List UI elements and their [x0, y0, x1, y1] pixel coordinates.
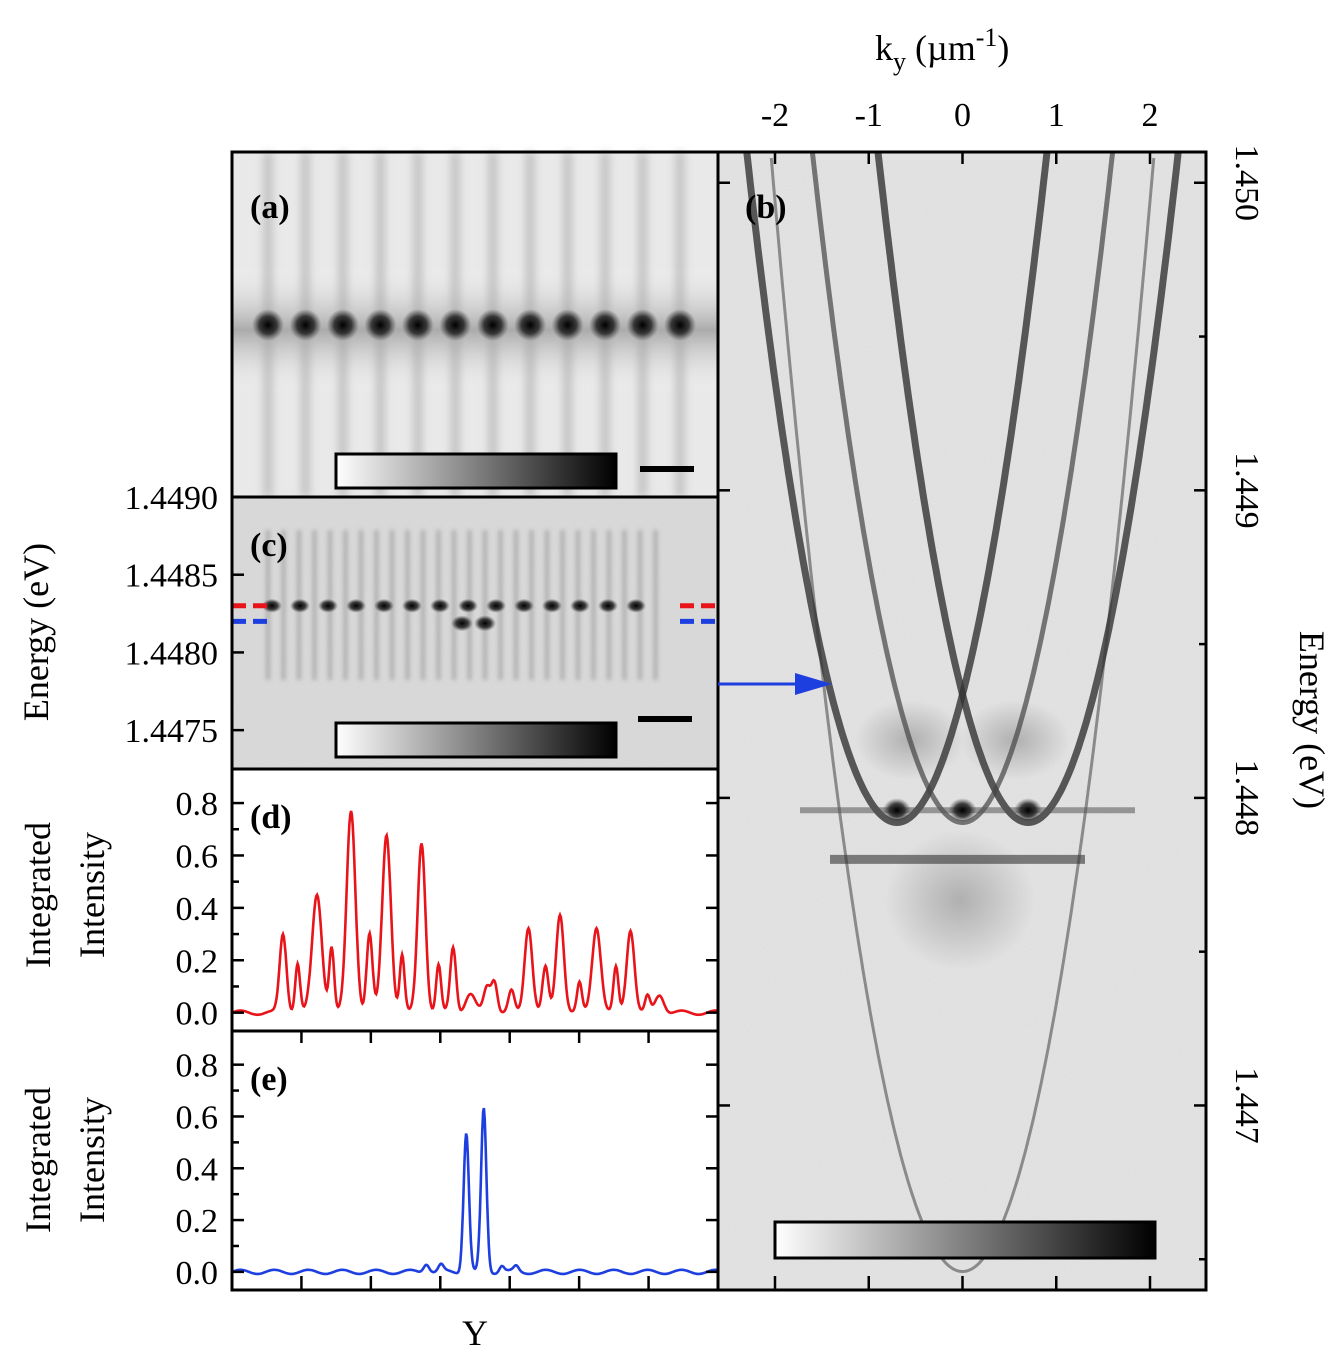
- panel-c-spot: [346, 598, 366, 613]
- panel-e: (e): [231, 1031, 719, 1290]
- dispersion-replica-center: [810, 152, 1115, 826]
- panel-c-spot: [402, 598, 422, 613]
- panel-a-spots: [252, 309, 696, 341]
- b-xtick-label: 2: [1142, 97, 1159, 134]
- d-ytick-label: 0.4: [176, 891, 219, 928]
- panel-a-spot: [439, 309, 472, 341]
- panel-c-spots: [262, 598, 646, 632]
- panel-a-spot: [364, 309, 397, 341]
- b-ytick-label: 1.449: [1228, 452, 1265, 529]
- d-ylabel-line2: Intensity: [72, 832, 112, 958]
- panel-b-condensate-spots: [882, 798, 1043, 823]
- panel-c-spot: [474, 615, 496, 632]
- panel-a-spot: [289, 309, 322, 341]
- d-ytick-label: 0.8: [176, 786, 219, 823]
- b-xlabel: ky (µm-1): [875, 23, 1009, 76]
- panel-label-c: (c): [250, 527, 288, 564]
- panel-c-spot: [430, 598, 450, 613]
- c-ytick-label: 1.4475: [125, 713, 219, 750]
- e-ytick-label: 0.8: [176, 1048, 219, 1085]
- panel-c-colorbar: [334, 721, 618, 759]
- b-ytick-label: 1.448: [1228, 760, 1265, 837]
- d-ytick-label: 0.2: [176, 943, 219, 980]
- e-xlabel: Y: [462, 1313, 488, 1353]
- e-ytick-label: 0.0: [176, 1255, 219, 1292]
- panel-b: (b): [718, 152, 1206, 1290]
- condensate-spot: [948, 798, 977, 823]
- b-top-xlabel: ky (µm-1): [875, 23, 1009, 76]
- panel-c-scalebar: [638, 716, 692, 722]
- panel-b-noise: [718, 152, 1206, 1290]
- panel-a-spot: [626, 309, 659, 341]
- panel-b-colorbar: [773, 1220, 1157, 1260]
- b-ylabel: Energy (eV): [1292, 631, 1332, 809]
- panel-e-background: [232, 1031, 718, 1290]
- panel-c-cut-markers: [232, 603, 718, 624]
- d-ytick-label: 0.6: [176, 838, 219, 875]
- b-xtick-label: -1: [855, 97, 883, 134]
- panel-a-spot: [401, 309, 434, 341]
- panel-label-e: (e): [250, 1061, 288, 1098]
- panel-a-spot: [589, 309, 622, 341]
- e-ytick-label: 0.4: [176, 1151, 219, 1188]
- panel-c-spot: [458, 598, 478, 613]
- axis-ticks: 0.80.60.40.20.00.80.60.40.20.01.44901.44…: [125, 97, 1266, 1292]
- panel-d: (d): [231, 769, 719, 1031]
- c-ytick-label: 1.4485: [125, 558, 219, 595]
- d-ylabel-line1: Integrated: [18, 822, 58, 968]
- b-xtick-label: -2: [761, 97, 789, 134]
- panel-label-d: (d): [250, 799, 292, 836]
- dispersion-replica-left: [743, 152, 1051, 827]
- d-ytick-label: 0.0: [176, 996, 219, 1033]
- c-ytick-label: 1.4480: [125, 635, 219, 672]
- panel-a: (a): [232, 152, 718, 497]
- b-xtick-label: 1: [1048, 97, 1065, 134]
- b-ytick-label: 1.447: [1228, 1067, 1265, 1144]
- panel-label-b: (b): [745, 189, 787, 226]
- panel-a-spot: [664, 309, 696, 341]
- panel-b-diffuse-spot: [885, 830, 1035, 970]
- panel-a-spot: [551, 309, 584, 341]
- b-xtick-label: 0: [954, 97, 971, 134]
- panel-c-spot: [451, 615, 473, 632]
- panel-a-spot: [252, 309, 284, 341]
- panel-d-intensity-line: [231, 810, 719, 1017]
- panel-a-scalebar: [640, 466, 694, 472]
- panel-c-spot: [290, 598, 310, 613]
- arrow-head: [795, 673, 832, 695]
- panel-c-spot: [514, 598, 534, 613]
- panel-c-spot: [542, 598, 562, 613]
- c-ytick-label: 1.4490: [125, 480, 219, 517]
- panel-c: (c): [232, 497, 718, 769]
- panel-c-spot: [374, 598, 394, 613]
- panel-b-dispersion: [743, 152, 1182, 1274]
- panel-a-spot: [326, 309, 359, 341]
- panel-label-a: (a): [250, 189, 290, 226]
- panel-c-spot: [486, 598, 506, 613]
- panel-d-background: [232, 769, 718, 1031]
- dispersion-lower-parabola: [769, 157, 1156, 1274]
- panel-c-spot: [318, 598, 338, 613]
- panel-c-spot: [262, 598, 282, 613]
- e-ylabel-line1: Integrated: [18, 1087, 58, 1233]
- panel-c-spot: [626, 598, 646, 613]
- e-ytick-label: 0.6: [176, 1099, 219, 1136]
- panel-a-spot: [514, 309, 547, 341]
- e-ytick-label: 0.2: [176, 1203, 219, 1240]
- c-ylabel: Energy (eV): [16, 543, 56, 721]
- condensate-spot: [1014, 798, 1043, 823]
- panel-a-spot: [476, 309, 509, 341]
- panel-e-intensity-line: [231, 1107, 719, 1276]
- connector-arrow: [718, 673, 832, 695]
- dispersion-replica-right: [874, 152, 1182, 827]
- panel-c-spot: [598, 598, 618, 613]
- e-ylabel-line2: Intensity: [72, 1097, 112, 1223]
- panel-a-colorbar: [334, 452, 618, 490]
- b-ytick-label: 1.450: [1228, 145, 1265, 222]
- panel-c-spot: [570, 598, 590, 613]
- condensate-spot: [882, 798, 911, 823]
